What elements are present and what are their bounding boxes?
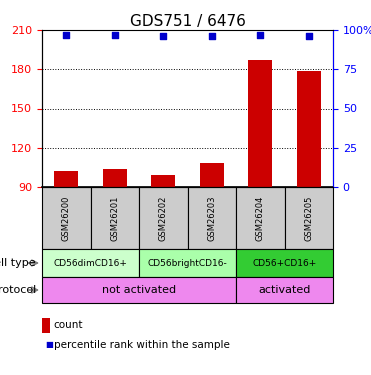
- Bar: [139, 187, 187, 249]
- Bar: [91, 187, 139, 249]
- Text: activated: activated: [258, 285, 311, 295]
- Text: percentile rank within the sample: percentile rank within the sample: [54, 340, 230, 350]
- Text: not activated: not activated: [102, 285, 176, 295]
- Title: GDS751 / 6476: GDS751 / 6476: [129, 14, 246, 29]
- Text: GSM26204: GSM26204: [256, 195, 265, 241]
- Bar: [103, 169, 127, 187]
- Text: GSM26200: GSM26200: [62, 195, 71, 241]
- Bar: [151, 175, 175, 187]
- Point: [112, 32, 118, 38]
- Point: [63, 32, 69, 38]
- Point: [257, 32, 263, 38]
- Bar: [200, 164, 224, 187]
- Text: GSM26201: GSM26201: [110, 195, 119, 241]
- Text: GSM26203: GSM26203: [207, 195, 216, 241]
- Text: cell type: cell type: [0, 258, 36, 268]
- Bar: [285, 187, 333, 249]
- Text: count: count: [54, 320, 83, 330]
- Bar: [42, 187, 91, 249]
- Text: protocol: protocol: [0, 285, 36, 295]
- Bar: [139, 249, 236, 277]
- Bar: [187, 187, 236, 249]
- Bar: [54, 171, 78, 187]
- Text: CD56+CD16+: CD56+CD16+: [252, 258, 316, 267]
- Bar: [297, 70, 321, 187]
- Text: ■: ■: [45, 340, 53, 350]
- Bar: [42, 249, 139, 277]
- Bar: [236, 277, 333, 303]
- Text: GSM26202: GSM26202: [159, 195, 168, 241]
- Text: CD56brightCD16-: CD56brightCD16-: [148, 258, 227, 267]
- Bar: [42, 277, 236, 303]
- Bar: [236, 187, 285, 249]
- Text: GSM26205: GSM26205: [304, 195, 313, 241]
- Text: CD56dimCD16+: CD56dimCD16+: [53, 258, 127, 267]
- Bar: [248, 60, 272, 187]
- Bar: [236, 249, 333, 277]
- Point: [306, 33, 312, 39]
- Point: [160, 33, 166, 39]
- Point: [209, 33, 215, 39]
